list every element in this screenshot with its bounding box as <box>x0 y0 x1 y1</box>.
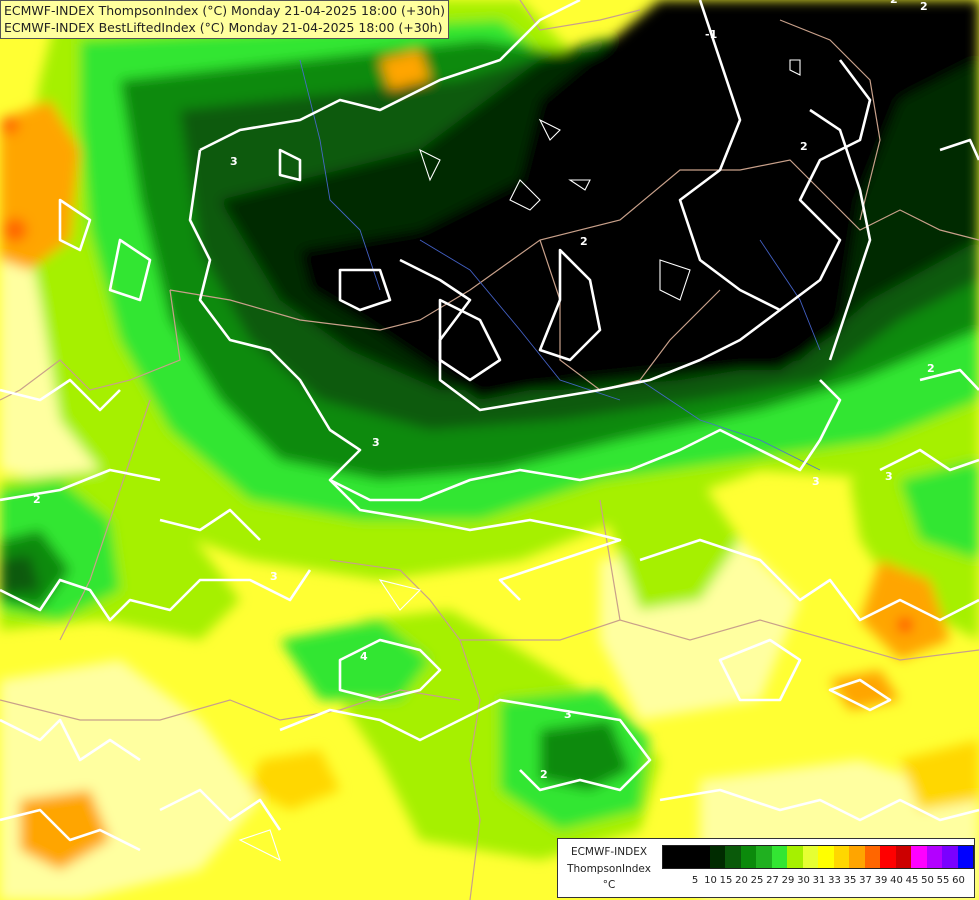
contour-label: 3 <box>230 155 238 168</box>
legend-tick-label: 27 <box>766 875 779 886</box>
legend-swatch <box>895 846 911 868</box>
legend-tick-label: 30 <box>797 875 810 886</box>
lifted-index-contours <box>0 0 979 852</box>
legend-tick-label: 50 <box>921 875 934 886</box>
legend-tick-label: 35 <box>843 875 857 886</box>
color-legend: ECMWF-INDEX ThompsonIndex °C 5 10 15 20 25 27… <box>557 838 975 898</box>
legend-swatch <box>725 846 741 868</box>
legend-tick-label: 40 <box>890 875 903 886</box>
title-line-lifted: ECMWF-INDEX BestLiftedIndex (°C) Monday … <box>4 20 443 35</box>
legend-swatch <box>694 846 710 868</box>
legend-tick-label: 55 <box>936 875 950 886</box>
contour-label: 3 <box>812 475 820 488</box>
legend-tick-label: 10 <box>704 875 717 886</box>
legend-swatch <box>709 846 725 868</box>
legend-swatch <box>926 846 942 868</box>
legend-tick-label: 33 <box>828 875 841 886</box>
map-title: ECMWF-INDEX ThompsonIndex (°C) Monday 21… <box>0 0 450 39</box>
contour-label: -1 <box>705 28 717 41</box>
legend-swatch <box>663 846 679 868</box>
legend-tick-label: 20 <box>735 875 748 886</box>
legend-swatch <box>818 846 834 868</box>
legend-swatch <box>911 846 927 868</box>
legend-swatch <box>787 846 803 868</box>
legend-swatch <box>833 846 849 868</box>
legend-swatch <box>849 846 865 868</box>
legend-swatch <box>942 846 958 868</box>
contour-label: 2 <box>33 493 41 506</box>
legend-ticks: 5 10 15 20 25 27 29 30 31 33 35 37 39 40 45 50 55 60 <box>662 875 974 889</box>
contour-label: 2 <box>920 0 928 13</box>
legend-tick-label: 29 <box>781 875 795 886</box>
contour-label: 2 <box>540 768 548 781</box>
legend-swatch <box>880 846 896 868</box>
legend-swatch <box>802 846 818 868</box>
legend-tick-label: 39 <box>874 875 888 886</box>
legend-tick-label: 37 <box>859 875 872 886</box>
contour-label: 4 <box>360 650 368 663</box>
legend-unit: °C <box>602 879 616 891</box>
title-line-thompson: ECMWF-INDEX ThompsonIndex (°C) Monday 21… <box>4 3 446 18</box>
contour-labels: 2 3 3 2 3 2 2 3 4 3 2 2 -1 3 2 <box>33 0 935 781</box>
contour-label: 2 <box>890 0 898 6</box>
legend-tick-label: 31 <box>812 875 826 886</box>
legend-swatch <box>756 846 772 868</box>
legend-tick-label: 15 <box>719 875 733 886</box>
legend-swatch <box>678 846 694 868</box>
legend-parameter: ThompsonIndex <box>567 863 651 875</box>
legend-tick-label: 45 <box>905 875 919 886</box>
legend-tick-label: 25 <box>750 875 764 886</box>
legend-swatch <box>957 846 973 868</box>
contour-label: 2 <box>927 362 935 375</box>
legend-swatch <box>740 846 756 868</box>
contour-label: 3 <box>270 570 278 583</box>
legend-tick-label: 60 <box>952 875 965 886</box>
legend-model: ECMWF-INDEX <box>570 846 648 858</box>
legend-swatch <box>771 846 787 868</box>
contour-label: 2 <box>580 235 588 248</box>
contour-label: 3 <box>564 708 572 721</box>
thin-contours <box>238 59 801 862</box>
legend-tick-label: 5 <box>691 875 699 886</box>
contour-label: 2 <box>800 140 808 153</box>
legend-swatches <box>662 845 974 869</box>
contour-label: 3 <box>372 436 380 449</box>
legend-swatch <box>864 846 880 868</box>
contour-label: 3 <box>885 470 893 483</box>
